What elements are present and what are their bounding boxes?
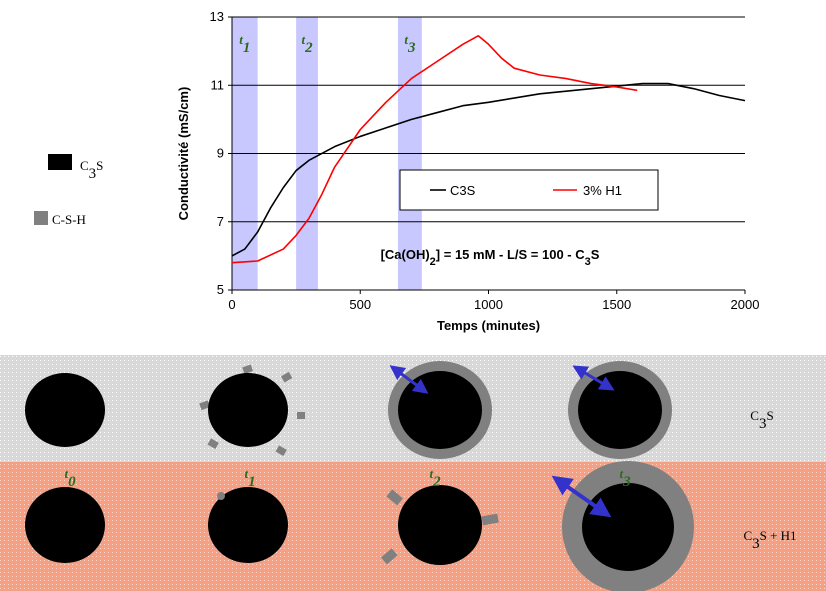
x-axis-label: Temps (minutes) — [437, 318, 540, 333]
arrow — [389, 365, 429, 394]
row-label: C3S — [750, 408, 773, 432]
particle — [578, 371, 662, 449]
y-axis-label: Conductivité (mS/cm) — [176, 87, 191, 221]
arrow — [572, 365, 615, 391]
text-part: [Ca(OH) — [381, 247, 430, 262]
subscript: 2 — [432, 474, 441, 490]
subscript: 0 — [68, 474, 76, 490]
time-label: t2 — [429, 466, 441, 490]
subscript: 1 — [243, 40, 251, 56]
text-part: C — [743, 528, 752, 543]
x-tick-label: 500 — [349, 297, 371, 312]
text-part: t — [619, 466, 623, 481]
legend-label: 3% H1 — [583, 183, 622, 198]
csh-nuclei — [381, 489, 499, 565]
subscript: 3 — [752, 536, 760, 552]
text-part: t — [429, 466, 433, 481]
legend-label: C3S — [80, 158, 103, 182]
time-label: t1 — [244, 466, 255, 490]
particle — [398, 485, 482, 565]
legend-label: C-S-H — [52, 212, 86, 227]
text-part: S — [591, 247, 600, 262]
particle — [208, 373, 288, 447]
text-part: S — [766, 408, 773, 423]
text-part: t — [404, 32, 408, 47]
x-tick-label: 1500 — [602, 297, 631, 312]
particle — [25, 373, 105, 447]
row-label: C3S + H1 — [743, 528, 796, 552]
x-tick-label: 2000 — [731, 297, 760, 312]
series-line — [231, 34, 638, 264]
subscript: 3 — [407, 40, 416, 56]
particle — [582, 483, 674, 571]
legend-swatch — [34, 211, 48, 225]
csh-nuclei — [199, 364, 305, 456]
subscript: 2 — [430, 256, 436, 268]
arrow — [551, 475, 612, 518]
subscript: 3 — [622, 474, 631, 490]
band-label: t3 — [404, 32, 416, 56]
text-part: t — [64, 466, 68, 481]
text-part: t — [244, 466, 248, 481]
text-part: t — [239, 32, 243, 47]
subscript: 3 — [759, 416, 767, 432]
text-part: S + H1 — [760, 528, 797, 543]
csh-nucleus — [217, 492, 225, 500]
time-label: t0 — [64, 466, 76, 490]
y-tick-label: 7 — [217, 214, 224, 229]
legend-label: C3S — [450, 183, 476, 198]
text-part: C — [750, 408, 759, 423]
y-tick-label: 9 — [217, 146, 224, 161]
x-tick-label: 1000 — [474, 297, 503, 312]
subscript: 3 — [89, 166, 97, 182]
text-part: C-S-H — [52, 212, 86, 227]
y-tick-label: 11 — [211, 77, 225, 92]
subscript: 3 — [585, 256, 591, 268]
band-label: t2 — [301, 32, 313, 56]
text-part: t — [301, 32, 305, 47]
particle — [25, 487, 105, 563]
y-tick-label: 5 — [217, 282, 224, 297]
x-tick-label: 0 — [228, 297, 235, 312]
subscript: 2 — [304, 40, 313, 56]
text-part: ] = 15 mM - L/S = 100 - C — [436, 247, 585, 262]
time-label: t3 — [619, 466, 631, 490]
text-part: S — [96, 158, 103, 173]
particle — [398, 371, 482, 449]
particle — [208, 487, 288, 563]
y-tick-label: 13 — [210, 9, 224, 24]
text-part: C — [80, 158, 89, 173]
band-label: t1 — [239, 32, 250, 56]
legend-swatch — [48, 154, 72, 170]
series-line — [231, 82, 746, 257]
subscript: 1 — [248, 474, 256, 490]
annotation: [Ca(OH)2] = 15 mM - L/S = 100 - C3S — [381, 247, 600, 268]
